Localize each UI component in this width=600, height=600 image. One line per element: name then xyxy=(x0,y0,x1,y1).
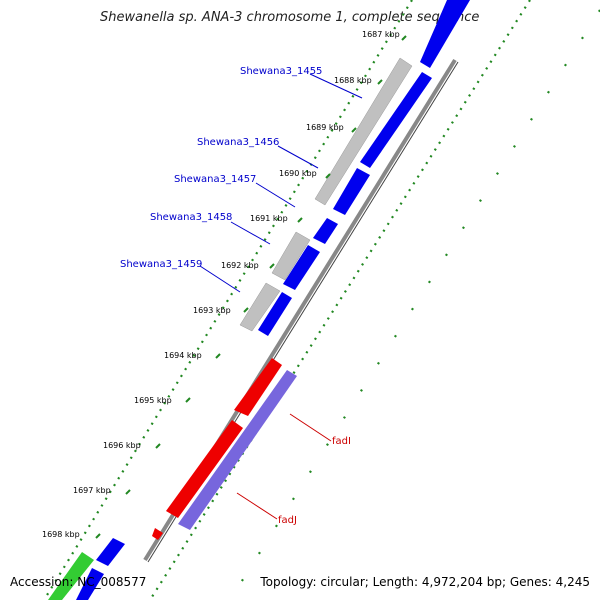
gene-label-fadJ[interactable]: fadJ xyxy=(278,515,297,526)
tick-label: 1693 kbp xyxy=(193,306,231,315)
gc-track-outer xyxy=(149,0,531,600)
gc-track-inner xyxy=(43,0,413,600)
cds-1459[interactable] xyxy=(283,245,320,290)
topology-summary: Topology: circular; Length: 4,972,204 bp… xyxy=(260,575,590,589)
tick-label: 1689 kbp xyxy=(306,123,344,132)
tick-label: 1696 kbp xyxy=(103,441,141,450)
gene-label-shewana3-1459[interactable]: Shewana3_1459 xyxy=(120,259,202,270)
gene-label-shewana3-1455[interactable]: Shewana3_1455 xyxy=(240,66,322,77)
blue-cds-features xyxy=(76,0,470,600)
gene-label-shewana3-1456[interactable]: Shewana3_1456 xyxy=(197,137,279,148)
map-title: Shewanella sp. ANA-3 chromosome 1, compl… xyxy=(100,10,480,25)
cds-1460[interactable] xyxy=(258,292,292,336)
grey-feature-3[interactable] xyxy=(239,282,281,332)
cds-low[interactable] xyxy=(96,538,125,566)
tick-label: 1698 kbp xyxy=(42,530,80,539)
tick-labels: 1687 kbp 1688 kbp 1689 kbp 1690 kbp 1691… xyxy=(42,30,400,539)
tick-label: 1690 kbp xyxy=(279,169,317,178)
tick-label: 1695 kbp xyxy=(134,396,172,405)
tick-label: 1697 kbp xyxy=(73,486,111,495)
gene-label-shewana3-1458[interactable]: Shewana3_1458 xyxy=(150,212,232,223)
tick-label: 1694 kbp xyxy=(164,351,202,360)
grey-feature-2[interactable] xyxy=(271,231,311,281)
cds-1455[interactable] xyxy=(420,0,470,68)
gene-label-fadI[interactable]: fadI xyxy=(332,436,351,447)
tick-label: 1691 kbp xyxy=(250,214,288,223)
cds-1458[interactable] xyxy=(313,218,338,244)
cds-1456[interactable] xyxy=(360,72,432,168)
fadI-feature-top[interactable] xyxy=(234,358,282,416)
leader-lines xyxy=(199,73,363,520)
tick-marks xyxy=(95,35,407,539)
grey-features xyxy=(239,57,413,332)
cds-1457[interactable] xyxy=(333,168,370,215)
cds-bottom[interactable] xyxy=(76,568,104,600)
tick-label: 1688 kbp xyxy=(334,76,372,85)
grey-feature-1[interactable] xyxy=(314,57,413,206)
fadJ-feature[interactable] xyxy=(178,370,297,530)
gene-labels: Shewana3_1455 Shewana3_1456 Shewana3_145… xyxy=(120,66,351,526)
gene-label-shewana3-1457[interactable]: Shewana3_1457 xyxy=(174,174,256,185)
green-feature[interactable] xyxy=(48,552,94,600)
tick-label: 1692 kbp xyxy=(221,261,259,270)
fadI-feature-bottom[interactable] xyxy=(166,420,243,518)
red-small-feature[interactable] xyxy=(152,528,163,540)
tick-label: 1687 kbp xyxy=(362,30,400,39)
red-features xyxy=(152,358,282,540)
accession-text: Accession: NC_008577 xyxy=(10,575,147,589)
